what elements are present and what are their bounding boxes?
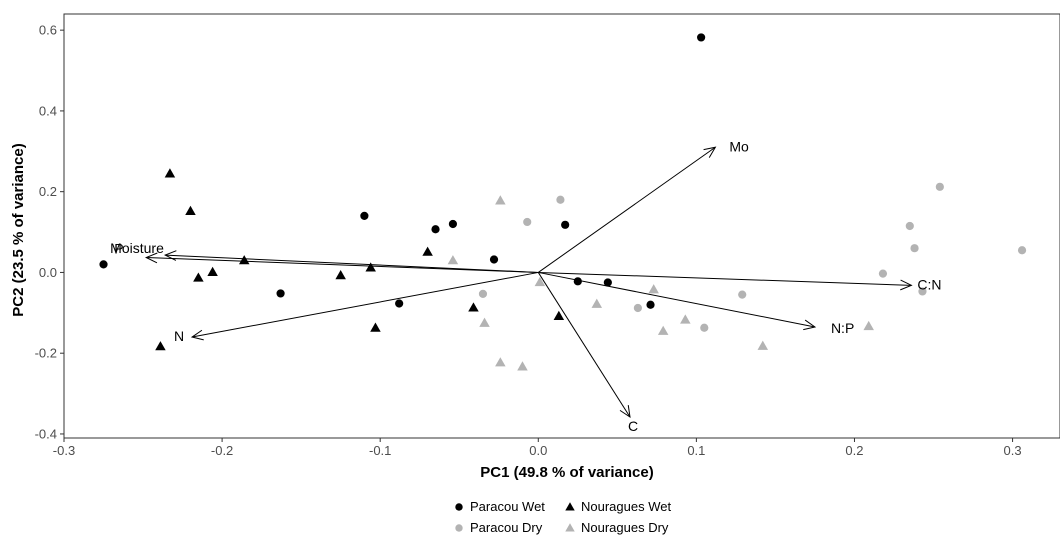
- data-point: [523, 217, 532, 227]
- data-point: [335, 270, 346, 280]
- data-point: [657, 325, 669, 335]
- y-axis-title: PC2 (23.5 % of variance): [10, 143, 27, 316]
- data-point: [1017, 246, 1027, 255]
- data-point: [207, 266, 218, 276]
- y-tick-label: 0.4: [39, 103, 57, 118]
- loading-vectors: [144, 146, 913, 419]
- y-tick-label: -0.2: [35, 346, 57, 361]
- data-point: [910, 244, 919, 253]
- vector-label: C:N: [917, 276, 941, 292]
- data-point: [918, 287, 927, 296]
- vector-arrowhead: [803, 319, 817, 331]
- vector-arrowhead: [619, 405, 631, 419]
- data-point: [561, 220, 570, 229]
- data-point: [238, 255, 250, 265]
- x-tick-label: 0.2: [845, 443, 863, 458]
- vector-arrowhead: [703, 146, 717, 158]
- legend: Paracou Wet Nouragues Wet Paracou Dry Noura…: [455, 499, 671, 535]
- x-tick-label: 0.3: [1004, 443, 1022, 458]
- vector-line: [537, 146, 716, 273]
- data-point: [495, 195, 506, 205]
- legend-label: Nouragues Dry: [581, 520, 669, 535]
- data-point: [680, 314, 691, 324]
- data-point: [99, 260, 108, 269]
- vector-label: N: [174, 328, 184, 344]
- vector-label: N:P: [831, 320, 854, 336]
- data-point: [185, 205, 196, 215]
- score-points: [99, 33, 1027, 371]
- data-point: [648, 284, 659, 294]
- data-point: [360, 211, 369, 221]
- y-tick-label: 0.6: [39, 23, 57, 38]
- data-point: [573, 277, 582, 286]
- data-point: [863, 320, 874, 331]
- x-tick-label: -0.3: [53, 443, 75, 458]
- data-point: [479, 317, 490, 327]
- vector-arrowhead: [144, 252, 158, 264]
- vector-label: Mo: [729, 138, 749, 154]
- data-point: [591, 298, 603, 308]
- data-point: [193, 272, 204, 282]
- data-point: [448, 219, 458, 229]
- data-point: [697, 33, 706, 42]
- data-point: [646, 300, 655, 309]
- data-point: [478, 289, 488, 298]
- data-point: [517, 361, 528, 371]
- vector-line: [165, 254, 539, 273]
- data-point: [556, 195, 565, 204]
- legend-label: Nouragues Wet: [581, 499, 671, 514]
- legend-key: [565, 502, 575, 511]
- data-point: [935, 182, 944, 191]
- data-point: [365, 262, 376, 272]
- y-tick-label: -0.4: [35, 426, 57, 441]
- y-tick-label: 0.2: [39, 184, 57, 199]
- x-tick-label: -0.2: [211, 443, 233, 458]
- panel-border: [63, 13, 1060, 439]
- vector-label: P: [114, 240, 123, 256]
- x-axis-title: PC1 (49.8 % of variance): [480, 464, 653, 481]
- plot-panel: [63, 13, 1060, 439]
- axis-ticks: -0.3 -0.2 -0.1 0.0 0.1 0.2 0.3 -0.4 -0.2 0.0 0.2 0.…: [35, 23, 1022, 458]
- x-tick-label: 0.1: [687, 443, 705, 458]
- vector-line: [146, 256, 539, 273]
- x-tick-label: -0.1: [369, 443, 391, 458]
- legend-label: Paracou Dry: [470, 520, 543, 535]
- data-point: [738, 290, 747, 299]
- data-point: [447, 255, 459, 265]
- data-point: [553, 310, 565, 320]
- vector-line: [537, 272, 631, 418]
- data-point: [489, 255, 499, 264]
- x-tick-label: 0.0: [529, 443, 547, 458]
- vector-label: Moisture: [110, 240, 164, 256]
- vector-line: [538, 271, 912, 286]
- data-point: [395, 299, 404, 308]
- data-point: [603, 278, 612, 287]
- data-point: [534, 276, 546, 287]
- legend-label: Paracou Wet: [470, 499, 545, 514]
- vector-arrowhead: [190, 329, 204, 341]
- data-point: [905, 221, 914, 231]
- data-point: [878, 269, 888, 278]
- data-point: [370, 322, 381, 332]
- data-point: [164, 168, 176, 178]
- y-tick-label: 0.0: [39, 265, 57, 280]
- data-point: [700, 323, 709, 332]
- legend-key: [455, 503, 463, 511]
- vector-label: C: [628, 418, 638, 434]
- vector-line: [538, 271, 816, 328]
- data-point: [757, 340, 769, 350]
- vector-arrowhead: [900, 279, 913, 291]
- data-point: [633, 303, 642, 313]
- vector-line: [191, 271, 539, 338]
- data-point: [431, 225, 440, 234]
- data-point: [495, 357, 506, 367]
- data-point: [468, 302, 479, 312]
- data-point: [422, 246, 433, 256]
- data-point: [155, 341, 166, 351]
- data-point: [276, 289, 285, 298]
- legend-key: [565, 523, 575, 532]
- legend-key: [455, 524, 463, 532]
